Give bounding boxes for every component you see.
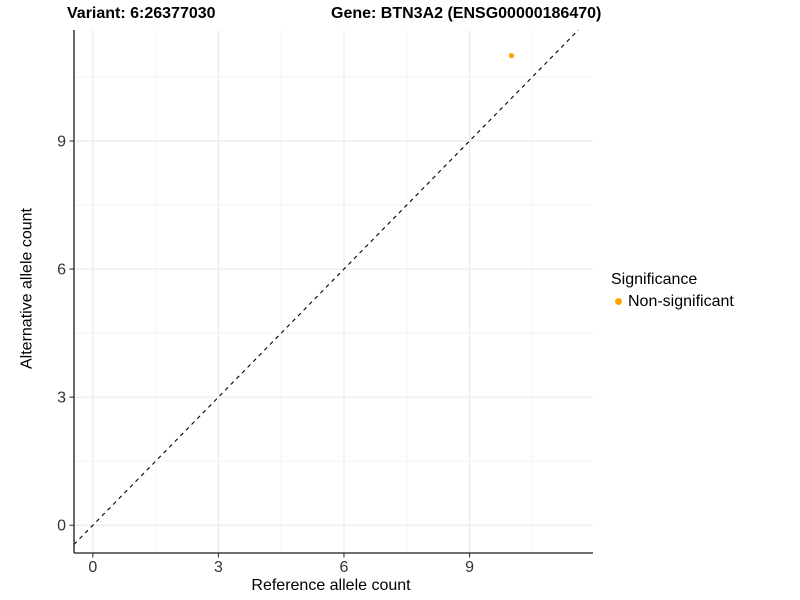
legend-item-non-significant: Non-significant [611, 292, 734, 311]
plot-title-gene: Gene: BTN3A2 (ENSG00000186470) [331, 5, 602, 22]
y-axis-title: Alternative allele count [18, 208, 36, 369]
y-tick-label: 6 [57, 262, 66, 279]
legend: Significance Non-significant [611, 270, 734, 311]
x-tick-label: 6 [340, 559, 349, 576]
x-axis-title: Reference allele count [251, 577, 411, 594]
legend-item-label: Non-significant [628, 293, 734, 310]
x-tick-label: 3 [214, 559, 223, 576]
plot-title-variant: Variant: 6:26377030 [67, 5, 216, 22]
legend-title: Significance [611, 271, 698, 288]
identity-reference-line [73, 29, 579, 545]
legend-point-icon [615, 298, 622, 305]
data-point [508, 53, 514, 59]
y-tick-label: 0 [57, 518, 66, 535]
x-tick-label: 0 [88, 559, 97, 576]
y-tick-label: 3 [57, 390, 66, 407]
x-tick-label: 9 [465, 559, 474, 576]
y-tick-label: 9 [57, 134, 66, 151]
